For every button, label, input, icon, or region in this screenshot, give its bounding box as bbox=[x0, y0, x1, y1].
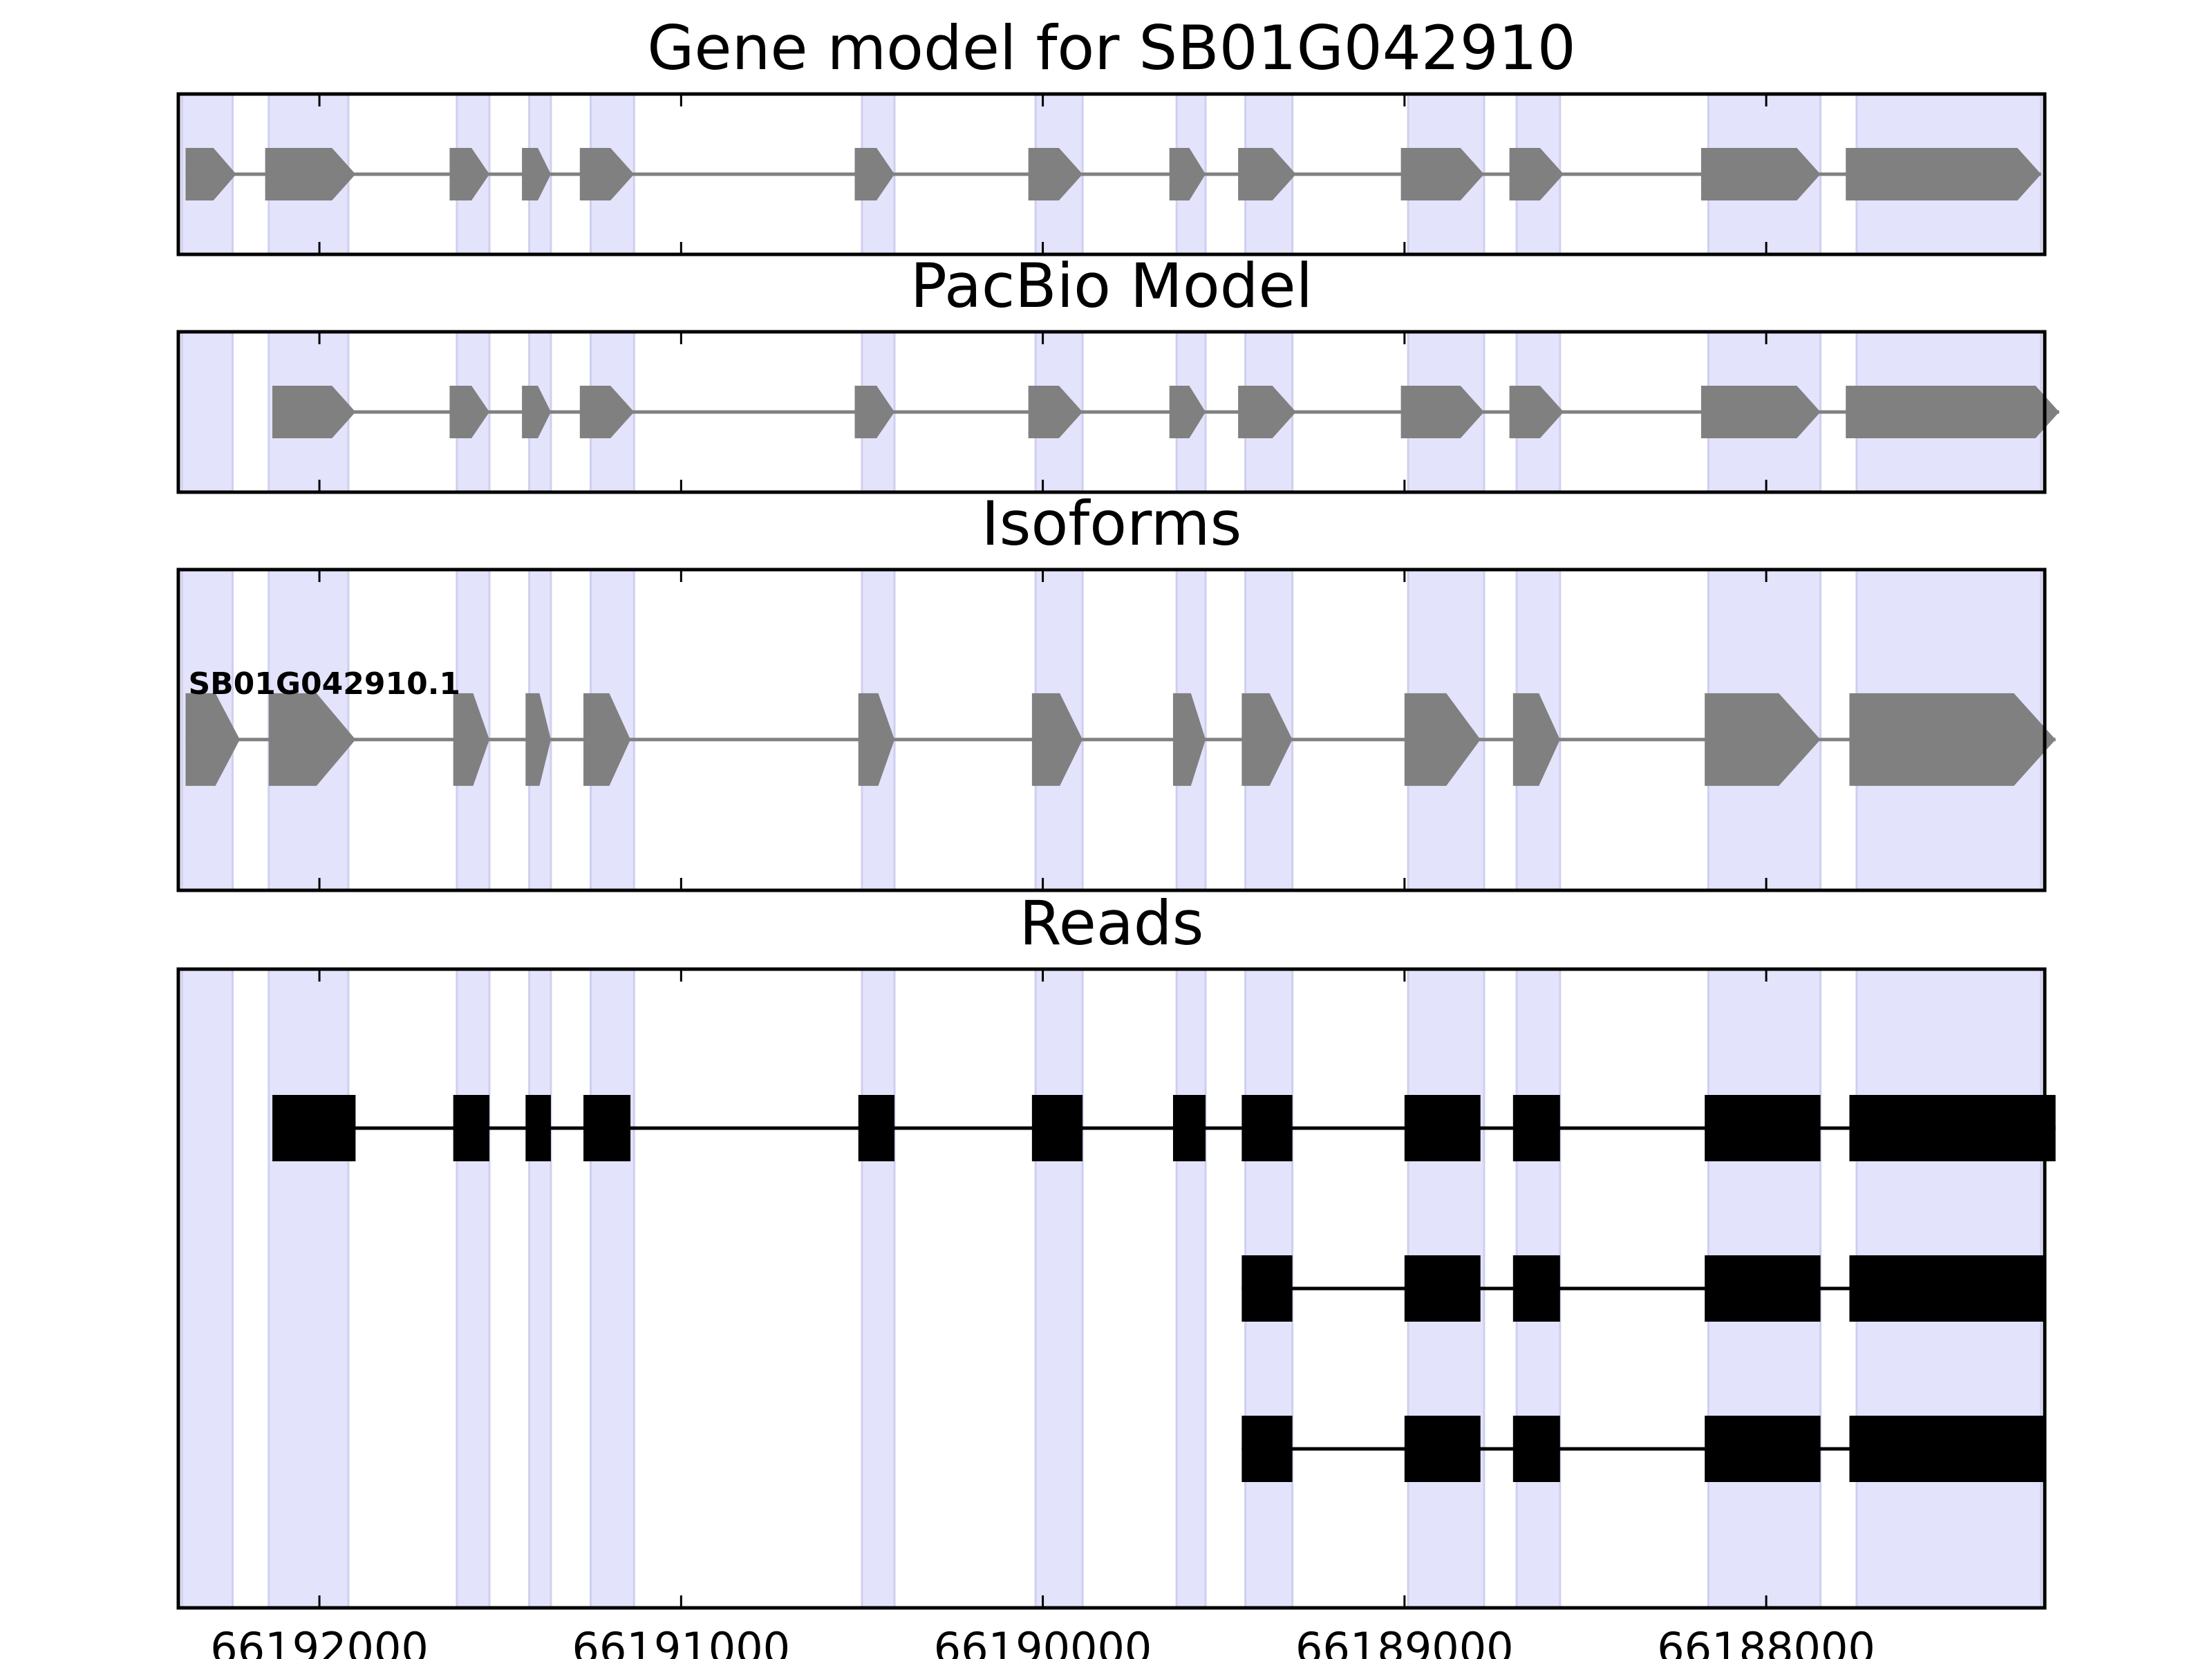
x-tick-label: 66192000 bbox=[210, 1623, 429, 1659]
exon-arrow bbox=[1172, 693, 1206, 786]
exon-block bbox=[1512, 1255, 1560, 1322]
exon-arrow bbox=[854, 148, 895, 200]
exon-block bbox=[1031, 1095, 1083, 1161]
panel-title: PacBio Model bbox=[910, 250, 1313, 321]
read-row bbox=[272, 1095, 2056, 1161]
panel-title: Isoforms bbox=[982, 488, 1242, 559]
exon-arrow bbox=[1238, 386, 1296, 438]
exon-arrow bbox=[1509, 148, 1564, 200]
exon-block bbox=[1404, 1416, 1481, 1482]
x-tick-label: 66190000 bbox=[934, 1623, 1152, 1659]
exon-arrow bbox=[1400, 386, 1484, 438]
panel-frame bbox=[176, 330, 2047, 494]
panel-1: Gene model for SB01G042910 bbox=[176, 12, 2047, 256]
exon-block bbox=[525, 1095, 551, 1161]
exon-arrow bbox=[579, 148, 635, 200]
exon-block bbox=[1172, 1095, 1206, 1161]
panel-frame bbox=[176, 92, 2047, 256]
exon-block bbox=[1241, 1095, 1293, 1161]
exon-arrow bbox=[1849, 693, 2056, 786]
exon-arrow bbox=[265, 148, 356, 200]
panel-frame bbox=[176, 568, 2047, 892]
exon-block bbox=[1705, 1095, 1821, 1161]
exon-arrow bbox=[449, 386, 489, 438]
panel-title: Gene model for SB01G042910 bbox=[647, 12, 1576, 84]
panel-4: Reads 66192000 66191000 66190000 66189000 661… bbox=[176, 888, 2056, 1659]
transcript-model bbox=[272, 386, 2059, 438]
exon-arrow bbox=[854, 386, 895, 438]
panel-title: Reads bbox=[1020, 888, 1204, 959]
exon-arrow bbox=[525, 693, 551, 786]
exon-arrow bbox=[522, 386, 551, 438]
highlight-band bbox=[1034, 968, 1084, 1609]
exon-arrow bbox=[1700, 386, 1821, 438]
exon-arrow bbox=[1241, 693, 1293, 786]
exon-arrow bbox=[268, 693, 356, 786]
highlight-band bbox=[268, 968, 350, 1609]
exon-block bbox=[1849, 1416, 2045, 1482]
exon-arrow bbox=[449, 148, 489, 200]
exon-block bbox=[272, 1095, 356, 1161]
exon-arrow bbox=[1705, 693, 1821, 786]
exon-arrow bbox=[1846, 386, 2059, 438]
highlight-band bbox=[456, 968, 491, 1609]
exon-arrow bbox=[1238, 148, 1296, 200]
exon-block bbox=[1705, 1416, 1821, 1482]
highlight-band bbox=[1175, 968, 1207, 1609]
exon-arrow bbox=[579, 386, 635, 438]
exon-arrow bbox=[453, 693, 489, 786]
exon-block bbox=[453, 1095, 489, 1161]
highlight-band bbox=[180, 968, 234, 1609]
isoform-label: SB01G042910.1 bbox=[188, 666, 460, 702]
exon-block bbox=[583, 1095, 631, 1161]
highlight-band bbox=[590, 968, 635, 1609]
x-tick-label: 66188000 bbox=[1657, 1623, 1875, 1659]
exon-block bbox=[858, 1095, 895, 1161]
exon-arrow bbox=[1028, 386, 1083, 438]
exon-block bbox=[1849, 1255, 2045, 1322]
highlight-band bbox=[861, 968, 896, 1609]
exon-arrow bbox=[583, 693, 631, 786]
exon-arrow bbox=[272, 386, 356, 438]
read-row bbox=[1241, 1416, 2045, 1482]
highlight-band bbox=[528, 968, 552, 1609]
exon-arrow bbox=[1400, 148, 1484, 200]
exon-arrow bbox=[1169, 148, 1206, 200]
panel-2: PacBio Model bbox=[176, 250, 2059, 494]
exon-arrow bbox=[1512, 693, 1560, 786]
transcript-model: SB01G042910.1 bbox=[185, 666, 2056, 786]
read-row bbox=[1241, 1255, 2045, 1322]
x-tick-label: 66191000 bbox=[572, 1623, 791, 1659]
exon-arrow bbox=[1028, 148, 1083, 200]
exon-block bbox=[1404, 1095, 1481, 1161]
exon-arrow bbox=[185, 693, 240, 786]
exon-block bbox=[1241, 1255, 1293, 1322]
x-tick-label: 66189000 bbox=[1295, 1623, 1514, 1659]
exon-arrow bbox=[858, 693, 895, 786]
panel-3: Isoforms SB01G042910.1 bbox=[176, 488, 2056, 892]
exon-block bbox=[1512, 1416, 1560, 1482]
exon-block bbox=[1705, 1255, 1821, 1322]
exon-arrow bbox=[1700, 148, 1821, 200]
panel-frame bbox=[176, 967, 2047, 1610]
exon-arrow bbox=[1846, 148, 2041, 200]
exon-block bbox=[1404, 1255, 1481, 1322]
exon-block bbox=[1241, 1416, 1293, 1482]
exon-arrow bbox=[1509, 386, 1564, 438]
exon-arrow bbox=[1404, 693, 1481, 786]
exon-arrow bbox=[1169, 386, 1206, 438]
exon-arrow bbox=[522, 148, 551, 200]
exon-block bbox=[1849, 1095, 2056, 1161]
exon-block bbox=[1512, 1095, 1560, 1161]
transcript-model bbox=[185, 148, 2041, 200]
exon-arrow bbox=[185, 148, 236, 200]
highlight-band bbox=[180, 330, 234, 494]
exon-arrow bbox=[1031, 693, 1083, 786]
